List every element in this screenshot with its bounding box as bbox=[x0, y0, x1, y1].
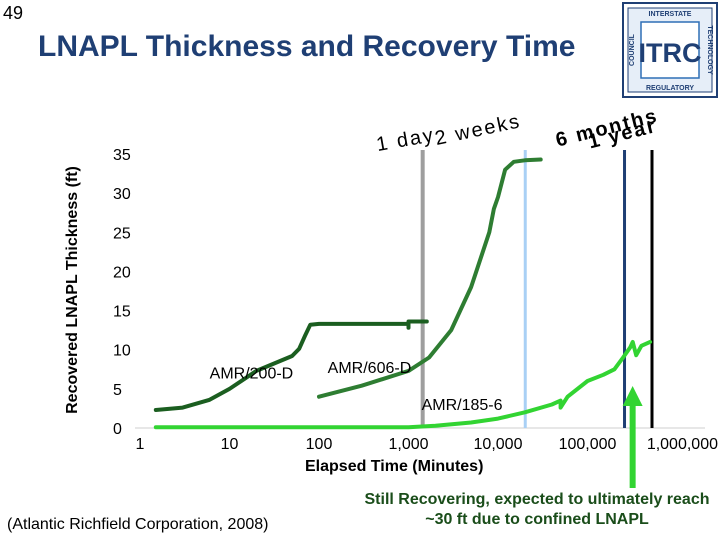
y-tick-label: 10 bbox=[113, 343, 131, 360]
series-group bbox=[153, 157, 653, 430]
series-labels: AMR/200-D AMR/606-D AMR/185-6 bbox=[210, 360, 503, 414]
x-tick-label: 10 bbox=[221, 436, 239, 453]
x-ticks: 1 10 100 1,000 10,000 100,000 1,000,000 bbox=[136, 436, 719, 453]
callout-text: Still Recovering, expected to ultimately… bbox=[364, 491, 710, 528]
y-tick-label: 30 bbox=[113, 186, 131, 203]
logo-ring-left: COUNCIL bbox=[629, 33, 636, 66]
logo-center bbox=[640, 21, 700, 79]
x-axis-label: Elapsed Time (Minutes) bbox=[305, 458, 484, 475]
time-marker-label: 2 weeks bbox=[433, 110, 523, 150]
logo-ring-right: TECHNOLOGY bbox=[706, 25, 713, 75]
x-tick-label: 1 bbox=[136, 436, 145, 453]
callout-arrow bbox=[622, 386, 643, 488]
x-tick-label: 1,000 bbox=[388, 436, 428, 453]
x-tick-label: 1,000,000 bbox=[647, 436, 718, 453]
y-axis-label: Recovered LNAPL Thickness (ft) bbox=[64, 166, 81, 414]
series-line bbox=[153, 339, 653, 430]
y-tick-label: 35 bbox=[113, 147, 131, 164]
slide-title: LNAPL Thickness and Recovery Time bbox=[38, 30, 576, 63]
x-tick-label: 100 bbox=[306, 436, 333, 453]
y-tick-label: 5 bbox=[113, 382, 122, 399]
y-tick-label: 15 bbox=[113, 304, 131, 321]
series-label: AMR/200-D bbox=[210, 366, 294, 383]
logo-itrc-text: ITRC bbox=[639, 38, 702, 68]
logo-ring-top: INTERSTATE bbox=[649, 11, 692, 18]
itrc-logo: INTERSTATE REGULATORY TECHNOLOGY COUNCIL… bbox=[622, 2, 718, 98]
logo-ring-bottom: REGULATORY bbox=[646, 85, 694, 92]
time-marker-label: 1 day bbox=[375, 124, 437, 156]
series-line bbox=[153, 319, 429, 412]
citation: (Atlantic Richfield Corporation, 2008) bbox=[7, 516, 269, 533]
y-tick-label: 25 bbox=[113, 225, 131, 242]
y-tick-label: 0 bbox=[113, 421, 122, 438]
series-line bbox=[317, 157, 543, 399]
x-tick-label: 100,000 bbox=[559, 436, 617, 453]
y-tick-label: 20 bbox=[113, 264, 131, 281]
series-label: AMR/185-6 bbox=[422, 397, 503, 414]
series-label: AMR/606-D bbox=[328, 360, 412, 377]
x-tick-label: 10,000 bbox=[474, 436, 523, 453]
callout-arrow-head bbox=[622, 386, 643, 406]
y-ticks: 0 5 10 15 20 25 30 35 bbox=[113, 147, 131, 438]
slide-number: 49 bbox=[3, 3, 24, 23]
